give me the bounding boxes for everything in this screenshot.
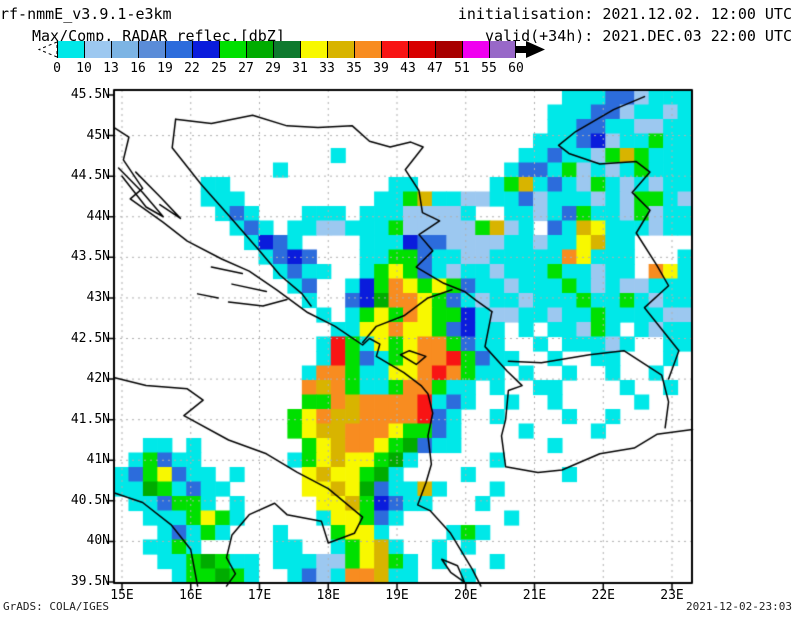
colorbar-segment bbox=[300, 41, 327, 58]
lat-tick-label: 44.5N bbox=[70, 168, 110, 184]
lat-tick-label: 40.5N bbox=[70, 492, 110, 508]
colorbar-tick-label: 35 bbox=[346, 61, 362, 76]
colorbar-segment bbox=[408, 41, 435, 58]
colorbar-segment bbox=[489, 41, 516, 58]
lat-tick-label: 40N bbox=[86, 533, 110, 549]
colorbar: 0 10 13 16 19 22 25 27 29 31 33 35 39 43 47 51 55 60 bbox=[38, 41, 548, 77]
colorbar-tick-label: 10 bbox=[76, 61, 92, 76]
grads-credit: GrADS: COLA/IGES bbox=[3, 600, 109, 613]
colorbar-segment bbox=[273, 41, 300, 58]
colorbar-tick-label: 0 bbox=[53, 61, 61, 76]
colorbar-tick-label: 47 bbox=[427, 61, 443, 76]
lon-tick-label: 16E bbox=[179, 588, 203, 603]
lat-tick-label: 43N bbox=[86, 289, 110, 305]
lat-tick-label: 41.5N bbox=[70, 411, 110, 427]
map-canvas bbox=[104, 85, 702, 597]
colorbar-segment bbox=[111, 41, 138, 58]
lon-tick-label: 18E bbox=[316, 588, 340, 603]
lat-tick-label: 44N bbox=[86, 208, 110, 224]
colorbar-tick-label: 25 bbox=[211, 61, 227, 76]
lon-tick-label: 21E bbox=[522, 588, 547, 603]
lon-tick-label: 20E bbox=[454, 588, 478, 603]
lat-tick-label: 42N bbox=[86, 371, 110, 387]
lon-tick-label: 17E bbox=[247, 588, 272, 603]
colorbar-tick-label: 39 bbox=[373, 61, 389, 76]
lat-tick-label: 42.5N bbox=[70, 330, 110, 346]
lat-tick-label: 45.5N bbox=[70, 87, 110, 102]
lat-tick-label: 41N bbox=[86, 452, 110, 468]
colorbar-tick-label: 16 bbox=[130, 61, 146, 76]
colorbar-segment bbox=[138, 41, 165, 58]
init-time-label: initialisation: 2021.12.02. 12:00 UTC bbox=[457, 5, 792, 23]
lon-tick-label: 19E bbox=[385, 588, 409, 603]
lat-tick-label: 45N bbox=[86, 127, 110, 143]
valid-time-label: valid(+34h): 2021.DEC.03 22:00 UTC bbox=[484, 27, 792, 45]
colorbar-tick-label: 51 bbox=[454, 61, 470, 76]
colorbar-tick-label: 55 bbox=[481, 61, 497, 76]
colorbar-tick-label: 27 bbox=[238, 61, 254, 76]
colorbar-segment bbox=[435, 41, 462, 58]
colorbar-tick-label: 29 bbox=[265, 61, 281, 76]
colorbar-tick-label: 19 bbox=[157, 61, 173, 76]
lat-tick-label: 43.5N bbox=[70, 249, 110, 265]
lat-tick-label: 39.5N bbox=[70, 574, 110, 590]
colorbar-segment bbox=[165, 41, 192, 58]
colorbar-segment bbox=[192, 41, 219, 58]
colorbar-above-max-arrow-icon bbox=[516, 41, 545, 58]
colorbar-segment bbox=[462, 41, 489, 58]
colorbar-tick-label: 31 bbox=[292, 61, 308, 76]
colorbar-segment bbox=[381, 41, 408, 58]
product-title: Max/Comp. RADAR reflec.[dbZ] bbox=[32, 27, 285, 45]
colorbar-tick-label: 60 bbox=[508, 61, 524, 76]
model-title: rf-nmmE_v3.9.1-e3km bbox=[0, 5, 172, 23]
lon-tick-label: 22E bbox=[591, 588, 615, 603]
colorbar-segment bbox=[246, 41, 273, 58]
colorbar-below-min-arrow-icon bbox=[38, 41, 58, 58]
colorbar-segment bbox=[57, 41, 84, 58]
colorbar-tick-label: 22 bbox=[184, 61, 200, 76]
colorbar-segment bbox=[84, 41, 111, 58]
colorbar-segment bbox=[354, 41, 381, 58]
lon-tick-label: 15E bbox=[110, 588, 134, 603]
colorbar-segment bbox=[327, 41, 354, 58]
colorbar-tick-label: 33 bbox=[319, 61, 335, 76]
creation-timestamp: 2021-12-02-23:03 bbox=[686, 600, 792, 613]
lon-tick-label: 23E bbox=[660, 588, 684, 603]
colorbar-tick-label: 43 bbox=[400, 61, 416, 76]
colorbar-segment bbox=[219, 41, 246, 58]
colorbar-tick-label: 13 bbox=[103, 61, 119, 76]
